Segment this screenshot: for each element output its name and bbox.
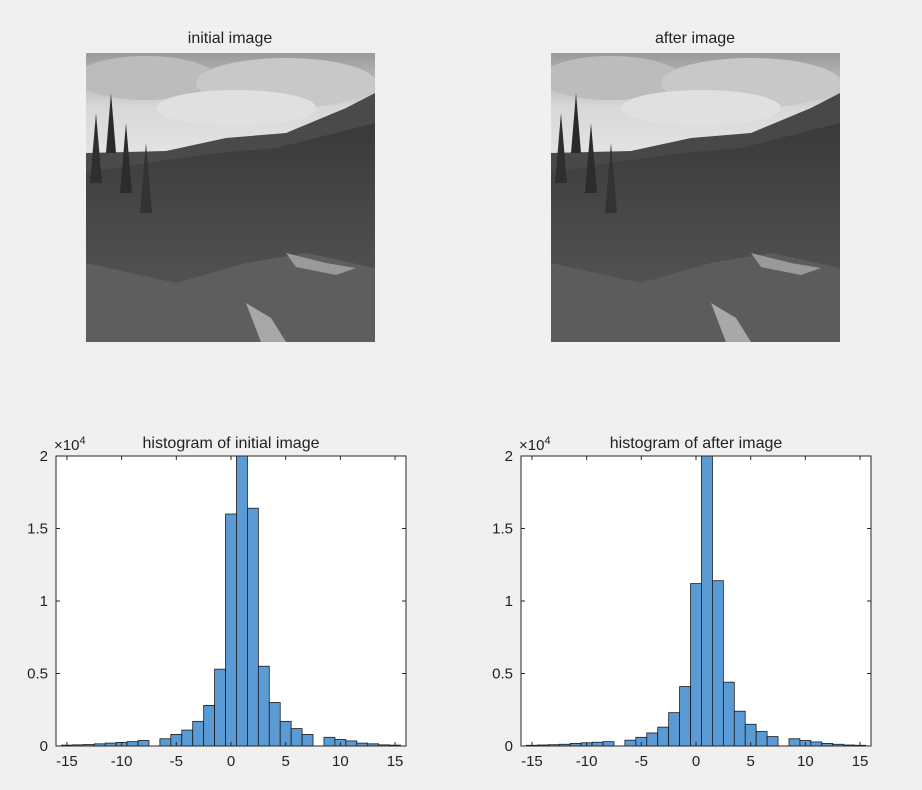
y-exponent-label: ×104	[519, 435, 551, 454]
y-tick-label: 1.5	[492, 521, 513, 538]
x-tick-label: 5	[282, 753, 290, 770]
x-tick-label: 5	[747, 753, 755, 770]
x-tick-label: -15	[56, 753, 78, 770]
histogram-bar	[236, 455, 248, 747]
histogram-0: -15 -10 -5 0 5 10 15 0 0.5 1 1.5 2 ×104 histogram of …	[27, 435, 407, 770]
histogram-bar	[646, 732, 659, 747]
histogram-bar	[225, 513, 237, 747]
histogram-bar	[345, 740, 358, 747]
x-tick-label: 10	[797, 753, 814, 770]
histogram-bar	[268, 702, 281, 747]
histogram-bar	[766, 736, 779, 747]
y-exponent-label: ×104	[54, 435, 86, 454]
x-tick-label: -10	[576, 753, 598, 770]
histogram-bar	[712, 580, 724, 747]
y-tick-label: 0	[505, 738, 513, 755]
histogram-bar	[668, 712, 680, 747]
x-tick-label: -5	[170, 753, 183, 770]
histogram-bar	[602, 741, 615, 747]
landscape-image-initial	[86, 53, 375, 342]
y-tick-label: 0	[40, 738, 48, 755]
histogram-bar	[810, 741, 823, 747]
histogram-bar	[722, 681, 735, 747]
histogram-bar	[624, 739, 637, 747]
histogram-bar	[247, 507, 259, 747]
histogram-bar	[657, 726, 670, 747]
histogram-bar	[181, 729, 194, 747]
histogram-bar	[733, 710, 746, 747]
chart-title: histogram of after image	[610, 435, 783, 452]
histogram-bar	[159, 738, 172, 747]
histogram-bar	[301, 734, 314, 747]
histogram-bar	[290, 728, 303, 747]
y-exponent-power: 4	[79, 435, 85, 447]
histogram-bar	[126, 741, 139, 747]
histogram-bar	[755, 731, 768, 747]
histogram-bar	[690, 583, 702, 747]
chart-title: histogram of initial image	[143, 435, 320, 452]
histogram-bar	[591, 741, 604, 747]
x-tick-label: -10	[111, 753, 133, 770]
histogram-bar	[701, 455, 713, 747]
y-tick-label: 1	[505, 593, 513, 610]
after-image	[551, 53, 840, 342]
y-exponent-power: 4	[544, 435, 550, 447]
histogram-bar	[214, 668, 226, 747]
initial-image	[86, 53, 375, 342]
x-tick-label: -15	[521, 753, 543, 770]
x-tick-label: 15	[387, 753, 404, 770]
y-tick-label: 1.5	[27, 521, 48, 538]
y-tick-label: 2	[505, 448, 513, 465]
histogram-bar	[203, 705, 215, 747]
y-tick-label: 0.5	[492, 666, 513, 683]
after-image-title: after image	[654, 30, 736, 47]
histogram-bar	[788, 738, 801, 747]
x-tick-label: 10	[332, 753, 349, 770]
x-tick-label: 0	[692, 753, 700, 770]
y-tick-label: 1	[40, 593, 48, 610]
y-tick-label: 0.5	[27, 666, 48, 683]
x-tick-label: 0	[227, 753, 235, 770]
x-tick-label: -5	[635, 753, 648, 770]
histogram-bar	[323, 736, 336, 747]
initial-image-title: initial image	[187, 30, 273, 47]
histogram-bar	[137, 740, 150, 747]
histogram-bar	[679, 686, 691, 747]
histogram-bar	[192, 720, 205, 747]
histogram-1: -15 -10 -5 0 5 10 15 0 0.5 1 1.5 2 ×104 histogram of …	[492, 435, 872, 770]
x-tick-label: 15	[852, 753, 869, 770]
landscape-image-after	[551, 53, 840, 342]
y-tick-label: 2	[40, 448, 48, 465]
histogram-bar	[257, 665, 270, 747]
